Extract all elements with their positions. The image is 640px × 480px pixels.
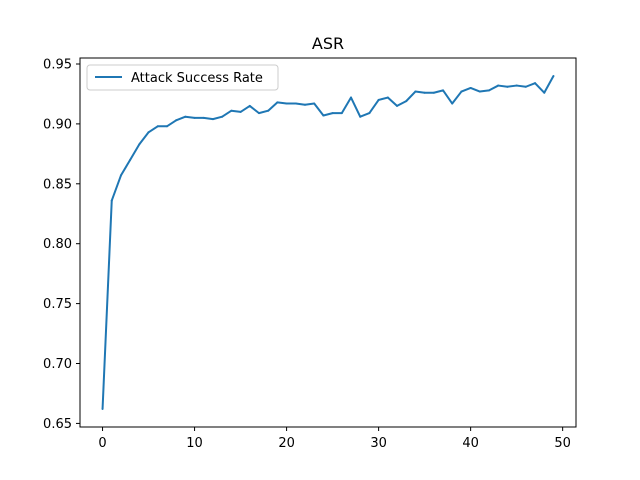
series-layer — [101, 74, 555, 411]
data-point — [506, 85, 509, 88]
data-point — [211, 118, 214, 121]
data-point — [175, 119, 178, 122]
data-point — [221, 115, 224, 118]
data-point — [515, 84, 518, 87]
data-point — [377, 98, 380, 101]
data-point — [414, 90, 417, 93]
data-point — [478, 90, 481, 93]
data-point — [524, 85, 527, 88]
data-point — [405, 100, 408, 103]
data-point — [469, 86, 472, 89]
data-point — [368, 112, 371, 115]
data-point — [350, 96, 353, 99]
data-point — [303, 103, 306, 106]
data-point — [442, 89, 445, 92]
data-point — [202, 116, 205, 119]
data-point — [147, 131, 150, 134]
data-point — [451, 102, 454, 105]
legend-label-attack-success-rate: Attack Success Rate — [131, 71, 263, 86]
data-point — [359, 115, 362, 118]
data-point — [534, 82, 537, 85]
y-tick-label: 0.95 — [43, 57, 72, 72]
data-point — [552, 74, 555, 77]
x-axis: 0 10 20 30 40 50 — [98, 427, 571, 451]
x-tick-label: 20 — [278, 436, 295, 451]
legend-box — [86, 64, 279, 91]
data-point — [230, 109, 233, 112]
series-line-attack-success-rate — [101, 75, 555, 410]
data-point — [285, 102, 288, 105]
data-point — [294, 102, 297, 105]
chart-title: ASR — [312, 34, 344, 53]
data-point — [239, 110, 242, 113]
data-point — [156, 125, 159, 128]
x-tick-label: 40 — [462, 436, 479, 451]
data-point — [432, 91, 435, 94]
x-tick-label: 0 — [98, 436, 106, 451]
data-point — [257, 112, 260, 115]
y-tick-label: 0.85 — [43, 177, 72, 192]
data-point — [119, 174, 122, 177]
data-point — [138, 143, 141, 146]
data-point — [322, 114, 325, 117]
data-point — [386, 96, 389, 99]
data-point — [248, 104, 251, 107]
data-point — [193, 116, 196, 119]
plot-frame — [79, 57, 577, 428]
y-tick-label: 0.70 — [43, 357, 72, 372]
data-point — [488, 89, 491, 92]
data-point — [276, 101, 279, 104]
x-tick-label: 50 — [554, 436, 571, 451]
y-tick-label: 0.90 — [43, 117, 72, 132]
data-point — [110, 199, 113, 202]
data-point — [184, 115, 187, 118]
data-point — [396, 104, 399, 107]
y-tick-label: 0.65 — [43, 417, 72, 432]
y-tick-label: 0.75 — [43, 297, 72, 312]
data-point — [460, 90, 463, 93]
data-point — [101, 408, 104, 411]
data-point — [129, 158, 132, 161]
y-tick-label: 0.80 — [43, 237, 72, 252]
data-point — [165, 125, 168, 128]
legend: Attack Success Rate — [86, 64, 279, 91]
data-point — [331, 112, 334, 115]
data-point — [267, 109, 270, 112]
y-axis: 0.65 0.70 0.75 0.80 0.85 0.90 0.95 — [43, 57, 80, 432]
data-point — [423, 91, 426, 94]
x-tick-label: 30 — [370, 436, 387, 451]
data-point — [543, 91, 546, 94]
x-tick-label: 10 — [186, 436, 203, 451]
data-point — [313, 102, 316, 105]
data-point — [340, 112, 343, 115]
data-point — [497, 84, 500, 87]
